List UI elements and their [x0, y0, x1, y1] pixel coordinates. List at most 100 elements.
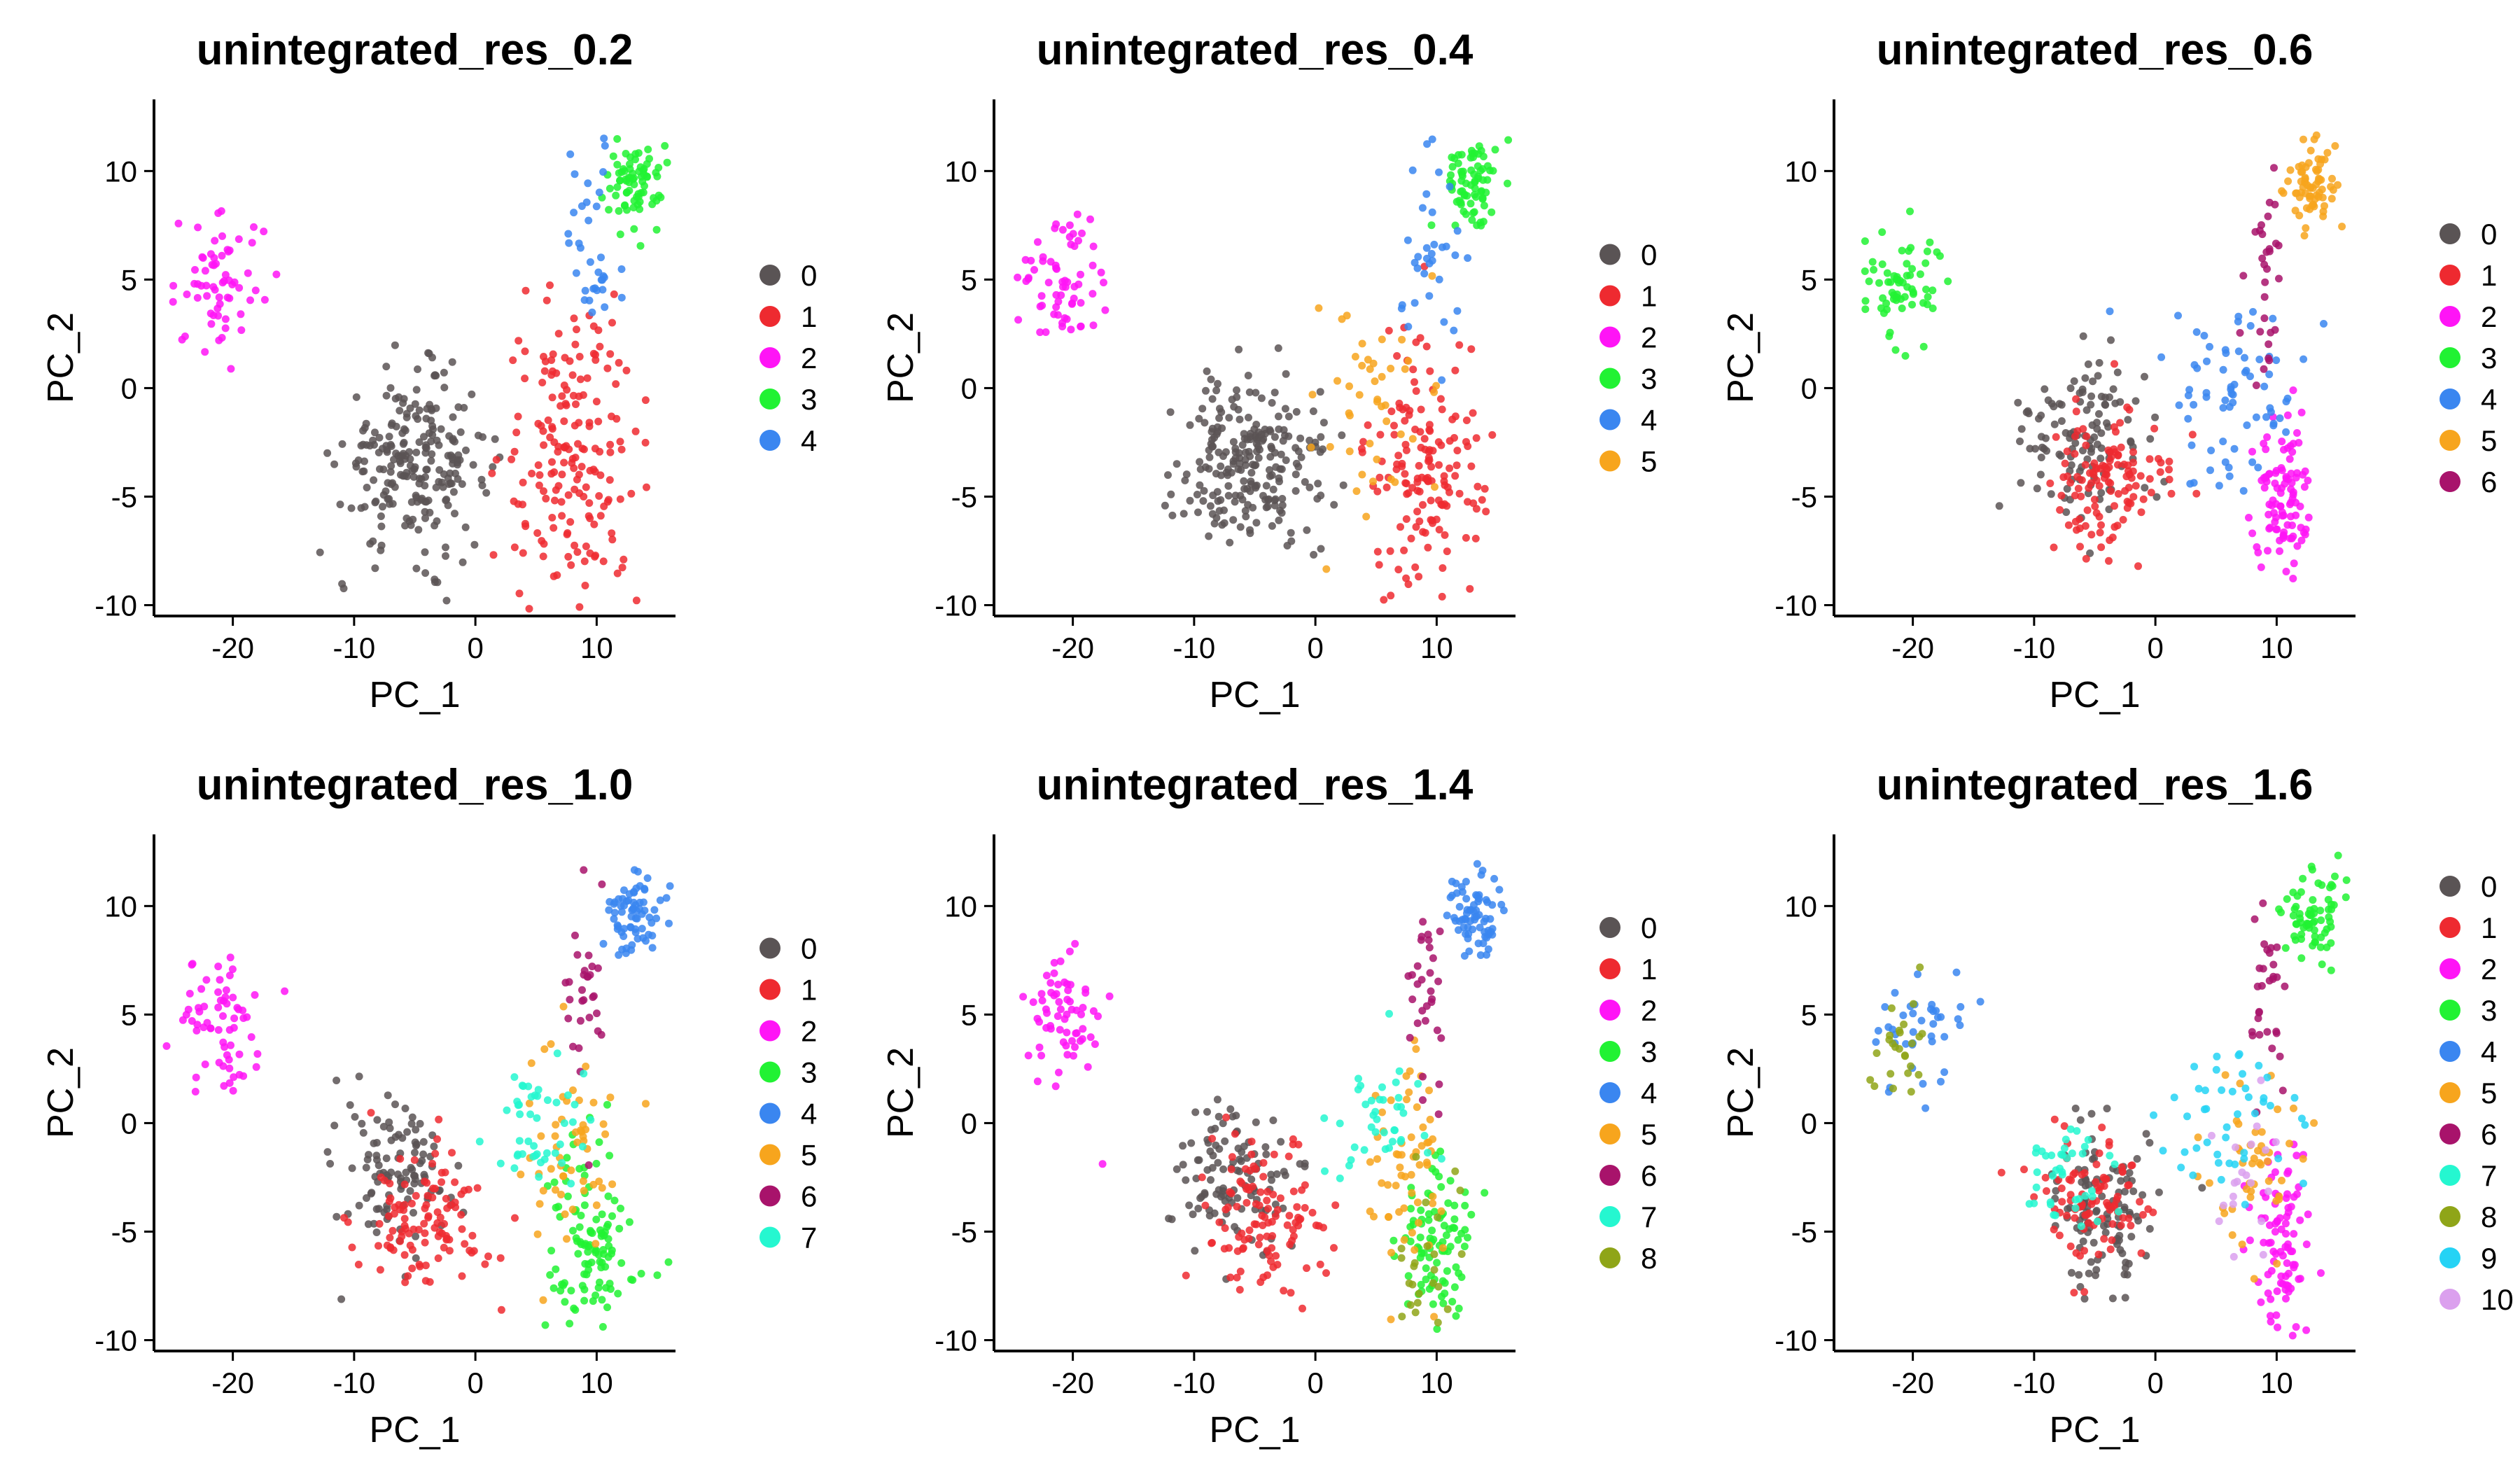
data-point — [559, 1172, 568, 1180]
data-point — [1954, 1015, 1962, 1023]
data-point — [608, 1246, 616, 1254]
data-point — [1268, 399, 1276, 407]
data-point — [2287, 512, 2295, 521]
data-point — [522, 286, 530, 295]
data-point — [1907, 244, 1915, 252]
data-point — [1281, 405, 1289, 413]
data-point — [377, 546, 385, 554]
data-point — [564, 491, 573, 499]
data-point — [374, 449, 383, 456]
data-point — [598, 880, 606, 888]
data-point — [1396, 1163, 1404, 1172]
data-point — [1065, 947, 1074, 955]
data-point — [1451, 412, 1460, 421]
data-point — [222, 986, 230, 994]
data-point — [2116, 1246, 2124, 1254]
data-point — [489, 463, 497, 471]
legend-swatch — [1600, 326, 1620, 348]
data-point — [2317, 1269, 2325, 1278]
data-point — [412, 386, 421, 394]
data-point — [591, 444, 599, 453]
data-point — [1451, 251, 1460, 260]
data-point — [599, 557, 608, 566]
data-point — [639, 188, 648, 197]
y-tick-label: -10 — [934, 1324, 977, 1357]
data-point — [1435, 1172, 1443, 1181]
x-tick-label: 0 — [2147, 1366, 2163, 1399]
data-point — [533, 529, 542, 537]
data-point — [214, 1026, 223, 1034]
data-point — [2075, 1195, 2083, 1203]
data-point — [619, 164, 627, 173]
data-point — [2219, 404, 2227, 412]
data-point — [190, 279, 199, 288]
data-point — [1413, 1198, 1422, 1207]
data-point — [1378, 335, 1386, 344]
data-point — [2071, 1105, 2080, 1112]
data-point — [1907, 1062, 1914, 1070]
data-point — [514, 337, 523, 345]
data-point — [1077, 299, 1085, 307]
data-point — [569, 1226, 577, 1235]
x-tick-label: -20 — [1051, 1366, 1094, 1399]
data-point — [2225, 463, 2233, 472]
data-point — [2066, 1191, 2075, 1199]
data-point — [449, 436, 457, 444]
data-point — [1899, 1011, 1907, 1019]
data-point — [1375, 561, 1383, 569]
data-point — [440, 1219, 448, 1228]
data-point — [496, 1159, 505, 1168]
data-point — [1244, 372, 1252, 379]
data-point — [2264, 547, 2272, 555]
data-point — [1923, 300, 1931, 309]
data-point — [469, 461, 477, 469]
data-point — [1385, 1144, 1393, 1152]
data-point — [363, 484, 371, 491]
data-point — [2236, 329, 2244, 337]
data-point — [1191, 1247, 1199, 1255]
data-point — [1413, 1298, 1422, 1307]
data-point — [1875, 279, 1883, 287]
data-point — [2081, 1191, 2090, 1200]
data-point — [400, 1200, 409, 1209]
data-point — [1411, 1308, 1420, 1317]
data-point — [2221, 396, 2230, 405]
data-point — [1437, 441, 1446, 449]
data-point — [540, 487, 547, 496]
data-point — [1214, 1158, 1222, 1167]
data-point — [2136, 472, 2145, 480]
data-point — [1273, 1206, 1282, 1214]
data-point — [400, 438, 408, 447]
data-point — [1100, 279, 1107, 287]
data-point — [2254, 463, 2262, 472]
data-point — [2106, 487, 2115, 495]
data-point — [1861, 237, 1869, 245]
data-point — [1868, 258, 1877, 266]
data-point — [1230, 402, 1238, 411]
data-point — [2092, 1207, 2101, 1214]
data-point — [2342, 876, 2351, 884]
data-point — [429, 425, 438, 433]
x-tick-label: -10 — [333, 1366, 376, 1399]
data-point — [575, 489, 584, 497]
data-point — [2074, 484, 2082, 493]
data-point — [2320, 320, 2328, 328]
data-point — [1488, 430, 1497, 439]
data-point — [1366, 365, 1374, 373]
data-point — [1450, 1201, 1459, 1210]
data-point — [1381, 401, 1390, 410]
data-point — [1443, 1267, 1451, 1275]
data-point — [401, 522, 410, 530]
data-point — [592, 351, 599, 359]
legend-label: 4 — [1641, 1077, 1657, 1110]
data-point — [370, 476, 378, 484]
data-point — [2297, 408, 2306, 416]
data-point — [253, 1050, 262, 1058]
data-point — [461, 1240, 469, 1248]
data-point — [1289, 1226, 1297, 1234]
data-point — [2127, 438, 2135, 447]
data-point — [1417, 443, 1425, 451]
data-point — [1369, 359, 1378, 368]
data-point — [330, 1121, 339, 1130]
data-point — [2194, 1133, 2202, 1142]
